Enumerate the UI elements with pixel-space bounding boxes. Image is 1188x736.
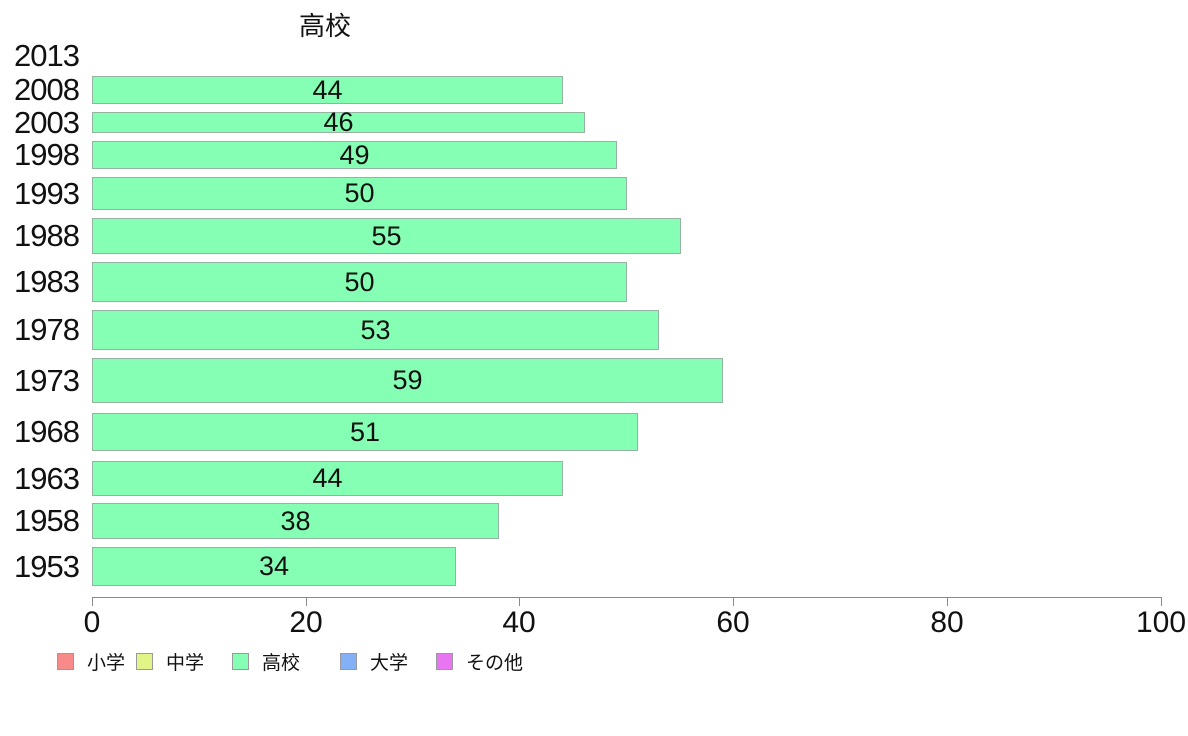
year-label-1978: 1978: [14, 312, 80, 347]
year-label-1983: 1983: [14, 264, 80, 299]
year-label-2013: 2013: [14, 38, 80, 73]
x-tick-60: [733, 597, 734, 606]
bar-value-2008: 44: [312, 74, 343, 105]
bar-value-1953: 34: [258, 551, 290, 581]
legend-label: 中学: [166, 652, 205, 674]
x-axis-line: [92, 597, 1161, 598]
year-label-2008: 2008: [14, 72, 80, 107]
legend-item-2: 高校: [232, 650, 301, 674]
bar-value-1958: 38: [280, 505, 311, 536]
year-label-1968: 1968: [14, 414, 80, 449]
year-label-2003: 2003: [14, 104, 80, 140]
chart-title: 高校: [299, 11, 352, 41]
bar-1993: 50: [92, 177, 627, 210]
bar-1998: 49: [92, 139, 617, 170]
legend-item-4: その他: [436, 650, 524, 674]
bar-1953: 34: [92, 547, 456, 586]
bar-2003: 46: [92, 107, 585, 137]
x-tick-40: [519, 597, 520, 606]
x-tick-label-100: 100: [1135, 606, 1187, 639]
bar-value-1978: 53: [360, 314, 391, 345]
legend-item-1: 中学: [136, 650, 205, 674]
year-label-1958: 1958: [14, 503, 80, 538]
x-tick-label-40: 40: [502, 606, 536, 639]
bar-value-1993: 50: [344, 178, 375, 208]
bar-1973: 59: [92, 358, 723, 403]
legend-item-3: 大学: [340, 650, 409, 674]
x-tick-20: [306, 597, 307, 606]
legend-label: 小学: [87, 652, 126, 674]
bar-value-2003: 46: [323, 107, 354, 137]
year-label-1993: 1993: [14, 175, 80, 211]
bar-2008: 44: [92, 74, 563, 105]
legend-item-0: 小学: [57, 650, 126, 674]
year-label-1953: 1953: [14, 548, 80, 584]
bar-1958: 38: [92, 503, 499, 539]
year-label-1988: 1988: [14, 218, 80, 253]
x-tick-label-80: 80: [930, 606, 964, 639]
legend-swatch-icon: [436, 652, 453, 670]
bar-value-1998: 49: [339, 139, 370, 170]
bar-1983: 50: [92, 262, 627, 302]
legend-swatch-icon: [340, 652, 357, 670]
bar-1968: 51: [92, 413, 638, 451]
legend-swatch-icon: [232, 652, 249, 670]
legend-label: 大学: [370, 652, 409, 674]
bar-value-1968: 51: [349, 416, 381, 447]
legend-swatch-icon: [136, 652, 153, 670]
bar-1988: 55: [92, 218, 681, 254]
x-tick-label-20: 20: [289, 606, 323, 639]
legend: 小学 中学 高校 大学 その他: [0, 650, 1188, 674]
bar-value-1988: 55: [371, 220, 402, 251]
year-label-1998: 1998: [14, 137, 80, 172]
x-tick-80: [947, 597, 948, 606]
bar-1963: 44: [92, 461, 563, 496]
legend-label: その他: [466, 652, 524, 674]
year-label-1973: 1973: [14, 362, 80, 398]
year-label-1963: 1963: [14, 460, 80, 496]
bar-value-1963: 44: [312, 463, 343, 493]
x-tick-label-60: 60: [716, 606, 750, 639]
x-tick-label-0: 0: [83, 606, 101, 639]
bar-value-1983: 50: [344, 266, 375, 297]
x-tick-100: [1161, 597, 1162, 606]
bar-value-1973: 59: [392, 365, 423, 395]
legend-swatch-icon: [57, 652, 74, 670]
x-tick-0: [92, 597, 93, 606]
legend-label: 高校: [262, 652, 301, 674]
bar-1978: 53: [92, 310, 659, 350]
